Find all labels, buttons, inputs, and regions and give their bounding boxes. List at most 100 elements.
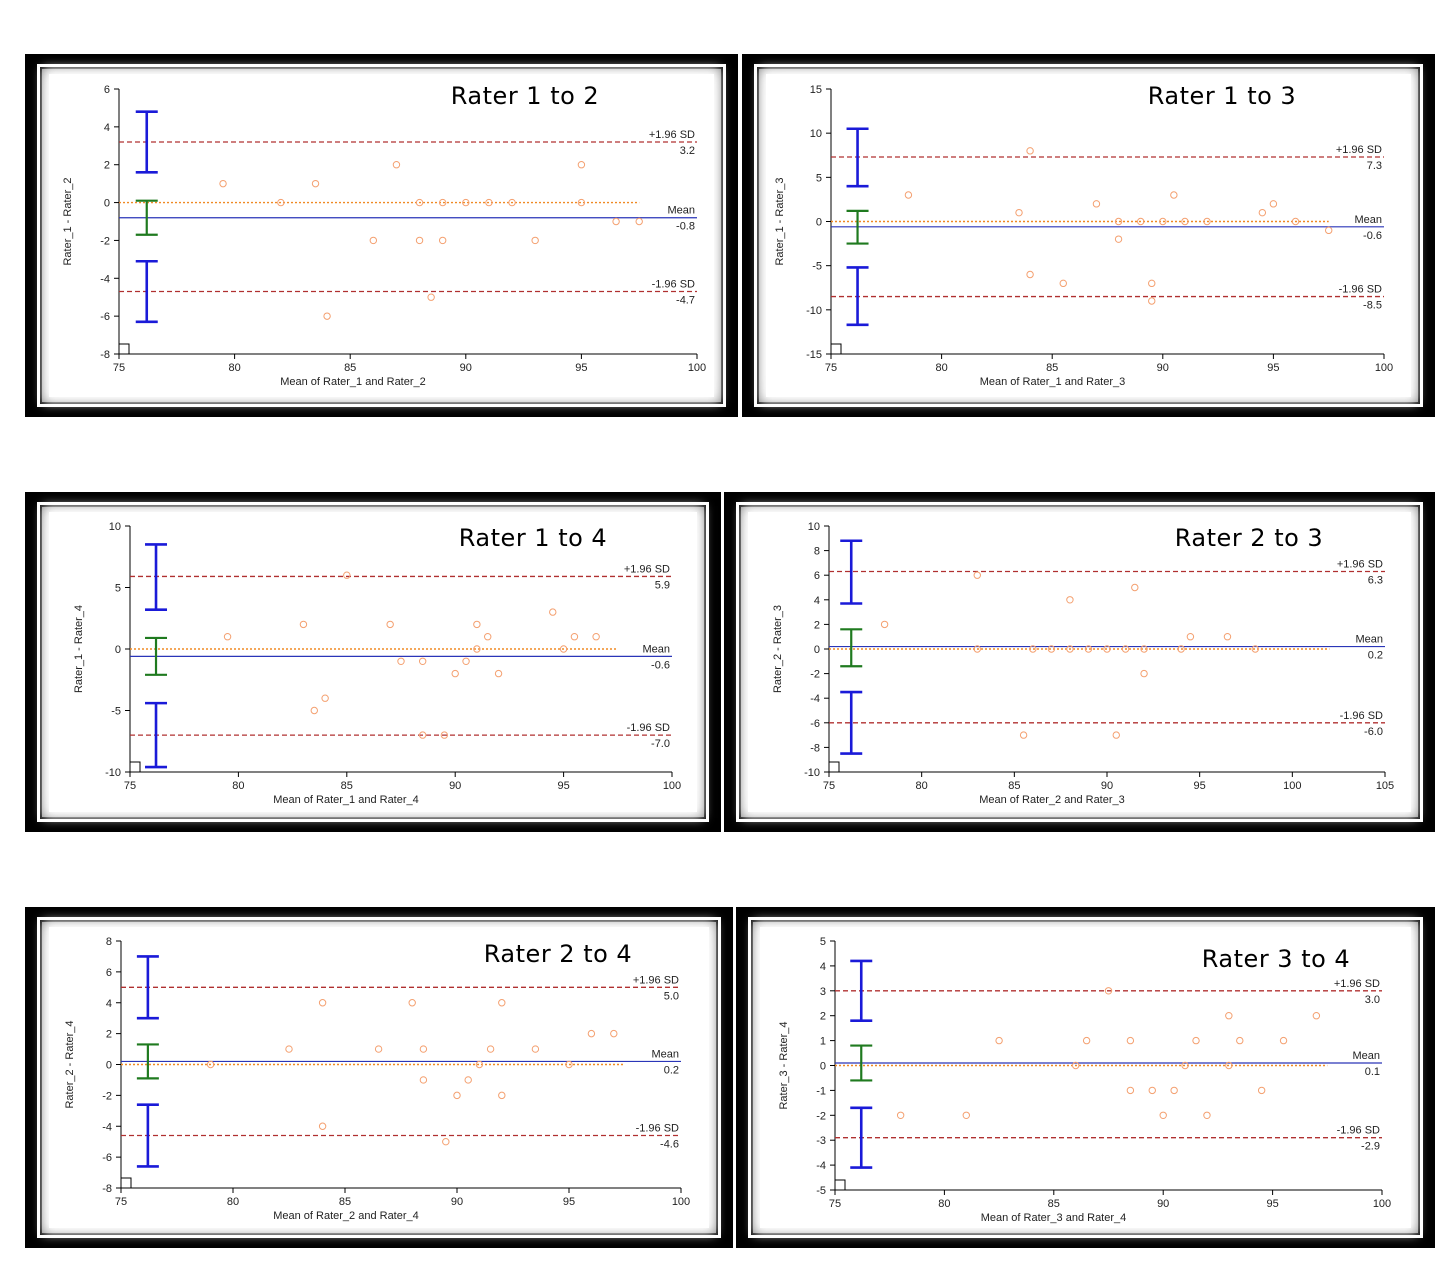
y-tick-label: -10 <box>806 305 822 317</box>
data-point <box>612 217 620 226</box>
x-tick-label: 95 <box>575 362 587 374</box>
x-tick-label: 100 <box>672 1196 690 1208</box>
x-tick-label: 90 <box>1157 1198 1169 1210</box>
data-point <box>1170 191 1178 199</box>
data-point <box>1312 1012 1321 1020</box>
y-axis-label: Rater_1 - Rater_2 <box>62 177 74 265</box>
data-point <box>419 1045 428 1053</box>
x-tick-label: 100 <box>1283 780 1301 792</box>
mean-value: -0.8 <box>676 221 695 233</box>
y-tick-label: 8 <box>814 546 820 558</box>
data-point <box>1114 217 1123 226</box>
upper-limit-value: 7.3 <box>1367 160 1382 172</box>
axis-corner-mark <box>831 343 842 354</box>
data-point <box>1059 279 1067 288</box>
axis-corner-mark <box>829 761 840 772</box>
x-tick-label: 75 <box>829 1198 841 1210</box>
lower-limit-value: -7.0 <box>651 738 670 750</box>
y-tick-label: -10 <box>804 767 820 779</box>
data-point <box>1291 217 1300 226</box>
x-tick-label: 85 <box>1048 1198 1060 1210</box>
bland-altman-chart: Rater 2 to 3 -10 -8 -6 -4 -2 0 2 4 6 8 10 75 80 85 90 95… <box>772 521 1394 806</box>
data-point <box>1092 200 1101 208</box>
x-tick-label: 85 <box>344 362 356 374</box>
x-tick-label: 80 <box>935 362 947 374</box>
y-axis-label: Rater_1 - Rater_3 <box>774 177 786 265</box>
data-point <box>1257 1086 1266 1095</box>
lower-limit-value: -8.5 <box>1363 300 1382 312</box>
data-point <box>1203 217 1211 226</box>
data-point <box>397 657 405 666</box>
y-tick-label: -2 <box>810 669 820 681</box>
x-tick-label: 95 <box>1267 362 1279 374</box>
panel-rater-1-2: Rater 1 to 2 -8 -6 -4 -2 0 2 4 6 75 80 85 90 95 100 Mea… <box>25 54 738 417</box>
y-tick-label: 6 <box>104 84 110 96</box>
data-point <box>451 669 459 678</box>
chart-title: Rater 3 to 4 <box>1202 945 1350 973</box>
y-tick-label: -4 <box>100 273 110 285</box>
x-tick-label: 95 <box>1266 1198 1278 1210</box>
mean-value: 0.1 <box>1365 1066 1380 1078</box>
data-point <box>577 161 586 169</box>
x-tick-label: 100 <box>1373 1198 1391 1210</box>
upper-limit-label: +1.96 SD <box>1337 559 1383 571</box>
upper-limit-label: +1.96 SD <box>624 563 670 575</box>
data-point <box>1148 279 1156 288</box>
data-point <box>635 217 643 226</box>
data-point <box>223 633 232 641</box>
data-point <box>418 731 427 739</box>
y-tick-label: 0 <box>814 644 820 656</box>
data-point <box>311 179 320 188</box>
y-tick-label: 0 <box>115 644 121 656</box>
x-tick-label: 80 <box>232 780 244 792</box>
data-point <box>1148 297 1156 305</box>
lower-limit-label: -1.96 SD <box>652 279 695 291</box>
data-point <box>1203 1111 1211 1120</box>
x-tick-label: 75 <box>825 362 837 374</box>
plot-background <box>49 927 709 1228</box>
bland-altman-chart: Rater 1 to 2 -8 -6 -4 -2 0 2 4 6 75 80 85 90 95 100 Mea… <box>62 82 706 388</box>
y-tick-label: -1 <box>816 1085 826 1097</box>
data-point <box>565 1060 573 1069</box>
upper-limit-value: 3.2 <box>680 145 695 157</box>
data-point <box>419 1076 428 1084</box>
y-tick-label: 0 <box>106 1060 112 1072</box>
y-tick-label: -2 <box>100 235 110 247</box>
y-tick-label: -6 <box>102 1152 112 1164</box>
data-point <box>498 1091 506 1100</box>
y-tick-label: -5 <box>816 1185 826 1197</box>
y-tick-label: 10 <box>810 128 822 140</box>
data-point <box>442 1137 450 1146</box>
data-point <box>1181 217 1189 226</box>
axis-corner-mark <box>121 1177 132 1188</box>
y-tick-label: 5 <box>816 172 822 184</box>
panel-rater-3-4: Rater 3 to 4 -5 -4 -3 -2 -1 0 1 2 3 4 5 75 80 85 90 95 10… <box>736 907 1435 1248</box>
x-tick-label: 90 <box>460 362 472 374</box>
data-point <box>498 999 506 1007</box>
data-point <box>1047 645 1056 653</box>
data-point <box>1192 1036 1200 1045</box>
y-tick-label: 2 <box>820 1011 826 1023</box>
chart-title: Rater 1 to 3 <box>1148 82 1296 110</box>
x-tick-label: 85 <box>339 1196 351 1208</box>
data-point <box>1223 633 1232 641</box>
data-point <box>962 1111 970 1120</box>
upper-limit-label: +1.96 SD <box>633 974 679 986</box>
x-axis-label: Mean of Rater_1 and Rater_2 <box>280 376 426 388</box>
plot-background <box>49 74 714 397</box>
data-point <box>318 999 327 1007</box>
data-point <box>415 198 424 207</box>
data-point <box>1104 987 1113 995</box>
data-point <box>1251 645 1259 653</box>
axis-corner-mark <box>130 761 141 772</box>
x-tick-label: 100 <box>1375 362 1393 374</box>
data-point <box>473 620 481 629</box>
mean-label: Mean <box>1354 214 1382 226</box>
y-tick-label: 0 <box>104 198 110 210</box>
data-point <box>1279 1036 1288 1045</box>
data-point <box>1325 226 1333 235</box>
data-point <box>494 669 503 678</box>
data-point <box>904 191 913 199</box>
x-axis-label: Mean of Rater_2 and Rater_3 <box>979 794 1125 806</box>
x-tick-label: 75 <box>124 780 136 792</box>
